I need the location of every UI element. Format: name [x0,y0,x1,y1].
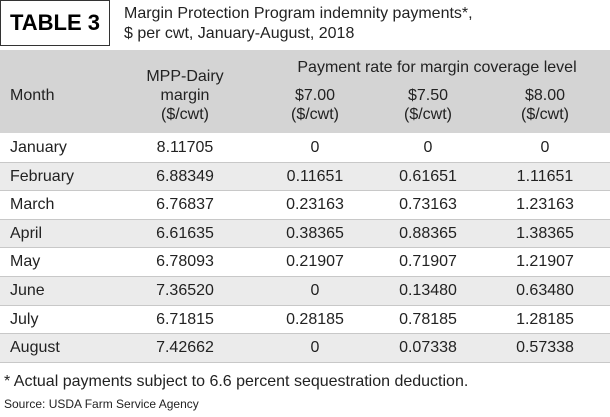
cell: 0 [540,139,550,156]
table-row [0,334,610,363]
table-row [0,248,610,277]
column-header: margin [160,87,210,104]
cell: May [10,253,41,271]
cell: 0.28185 [286,310,344,328]
cell: January [10,139,67,156]
cell: April [10,224,43,242]
cell: 0.57338 [516,339,574,357]
cell: 6.71815 [156,310,214,328]
table-row [0,191,610,220]
title-line: Margin Protection Program indemnity paym… [124,5,473,22]
cell: 0.63480 [516,282,574,299]
table-row [0,305,610,335]
table-row [0,162,610,192]
footnote: * Actual payments subject to 6.6 percent… [4,373,469,390]
cell: 0.38365 [286,224,344,242]
cell: 0.11651 [286,167,344,185]
header-band [0,50,610,133]
cell: 1.38365 [516,224,574,242]
group-header: Payment rate for margin coverage level [297,59,577,76]
cell: 8.11705 [156,139,214,156]
cell: 6.76837 [156,196,214,214]
cell: 0 [310,282,320,299]
cell: 0 [310,139,320,156]
column-header: ($/cwt) [161,106,209,123]
cell: 6.78093 [156,253,214,271]
cell: 0.21907 [286,253,344,271]
source: Source: USDA Farm Service Agency [4,397,199,411]
table-row [0,134,610,163]
cell: 0.88365 [399,224,457,242]
cell: 0.13480 [399,282,457,299]
cell: 0.78185 [399,310,457,328]
cell: 0 [310,339,320,357]
cell: 0.61651 [399,167,457,185]
table-title: Margin Protection Program indemnity paym… [124,4,473,44]
column-header: ($/cwt) [291,106,339,123]
cell: July [10,310,39,328]
cell: 1.28185 [516,310,574,328]
column-header: $7.00 [294,87,336,104]
column-header: $7.50 [407,87,449,104]
table-label: TABLE 3 [0,0,110,46]
cell: June [10,282,45,299]
cell: 0.23163 [286,196,344,214]
cell: August [10,339,60,357]
cell: 0.07338 [399,339,457,357]
column-header: $8.00 [524,87,566,104]
cell: 1.21907 [516,253,574,271]
column-header: ($/cwt) [404,106,452,123]
cell: March [10,196,55,214]
cell: February [10,167,75,185]
title-line: $ per cwt, January-August, 2018 [124,25,355,42]
cell: 1.11651 [516,167,574,185]
cell: 1.23163 [516,196,574,214]
cell: 6.88349 [156,167,214,185]
column-header: MPP-Dairy [146,68,224,85]
cell: 0.73163 [399,196,457,214]
cell: 0.71907 [399,253,457,271]
table-row [0,219,610,249]
column-header: ($/cwt) [521,106,569,123]
cell: 0 [423,139,433,156]
cell: 7.36520 [156,282,214,299]
cell: 6.61635 [156,224,214,242]
table-row [0,277,610,306]
column-header: Month [10,87,55,104]
cell: 7.42662 [156,339,214,357]
